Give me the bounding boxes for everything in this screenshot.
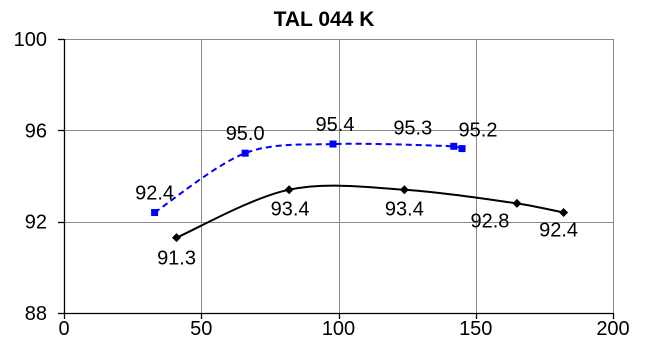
series-2-point — [559, 208, 569, 218]
series-1-point — [241, 149, 249, 157]
series-2-data-label: 92.4 — [539, 220, 578, 242]
series-2-point — [512, 198, 522, 208]
series-1-point — [450, 142, 458, 150]
chart-title: TAL 044 K — [274, 8, 375, 31]
series-1-point — [329, 140, 337, 148]
y-tick-label: 88 — [25, 303, 47, 325]
series-2-data-label: 92.8 — [470, 210, 509, 232]
series-2-data-label: 93.4 — [271, 199, 310, 221]
gridlines — [64, 39, 614, 313]
y-tick-label: 96 — [25, 120, 47, 142]
series-1-data-label: 95.3 — [393, 117, 432, 139]
x-tick-label: 0 — [58, 318, 69, 340]
series-1-point — [458, 145, 466, 153]
y-tick-label: 100 — [14, 29, 47, 51]
series-2-data-label: 91.3 — [157, 248, 196, 270]
series-2-data-label: 93.4 — [385, 199, 424, 221]
tick-labels: 88 92 96 100 0 50 100 150 200 — [14, 29, 630, 340]
series-layer — [151, 140, 569, 243]
series-1-point — [151, 209, 159, 217]
series-1-data-label: 95.4 — [316, 114, 355, 136]
series-2-point — [172, 233, 182, 243]
series-1-data-label: 92.4 — [135, 183, 174, 205]
x-tick-label: 200 — [596, 318, 629, 340]
y-tick-label: 92 — [25, 212, 47, 234]
series-2-point — [284, 185, 294, 195]
series-2-point — [399, 185, 409, 195]
x-tick-label: 100 — [322, 318, 355, 340]
series-2-line — [176, 184, 564, 239]
series-1-data-label: 95.0 — [226, 123, 265, 145]
data-labels: 92.4 95.0 95.4 95.3 95.2 91.3 93.4 93.4 92.8 92.4 — [135, 114, 578, 270]
series-1-data-label: 95.2 — [459, 120, 498, 142]
axes — [58, 38, 615, 319]
x-tick-label: 150 — [459, 318, 492, 340]
x-tick-label: 50 — [190, 318, 212, 340]
